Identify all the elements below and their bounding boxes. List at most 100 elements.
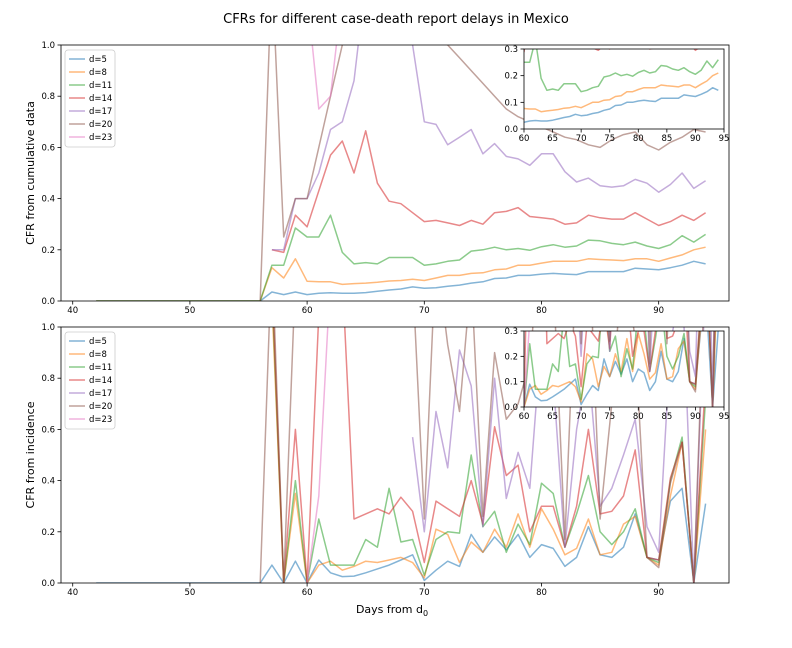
panel1-main-xtick-label: 90 (653, 588, 664, 598)
panel1-inset-series-d11 (524, 331, 716, 407)
panel0-inset-xtick-label: 75 (604, 134, 615, 144)
panel1-inset-series-d5 (524, 331, 719, 407)
panel0-inset-lines (524, 49, 719, 124)
panel0-inset-ytick-label: 0.0 (504, 125, 518, 135)
panel0-main-ytick-label: 1.0 (41, 41, 55, 51)
panel0-inset-ytick-label: 0.2 (504, 72, 518, 82)
panel0-legend-label: d=14 (89, 94, 112, 104)
panel0-inset-xtick-label: 70 (576, 134, 587, 144)
panel1-inset-series-d17 (578, 331, 715, 407)
panel0-inset-ytick-label: 0.3 (504, 45, 518, 55)
panel1-legend (64, 331, 116, 430)
panel1-legend-label: d=11 (89, 363, 112, 373)
panel0-main-series-d14 (271, 130, 707, 254)
panel1-inset-xtick-label: 90 (690, 412, 701, 422)
panel1-main-ytick-label: 0.0 (41, 579, 55, 589)
panel0-main-xtick-label: 60 (302, 306, 313, 316)
panel0-main-ytick-label: 0.6 (41, 143, 55, 153)
panel0-main-series-d11 (96, 214, 707, 301)
panel0-main-ytick-label: 0.4 (41, 195, 55, 205)
panel1-inset-ytick-label: 0.0 (504, 403, 518, 413)
panel1-inset-xtick-label: 75 (604, 412, 615, 422)
panel0-legend-label: d=20 (89, 120, 112, 130)
panel1-inset-ytick-label: 0.1 (504, 378, 518, 388)
panel0-inset-xtick-label: 65 (547, 134, 558, 144)
panel1-main-xtick-label: 80 (536, 588, 547, 598)
panel0-main-frame (60, 44, 730, 302)
panel0-main-xtick-label: 90 (653, 306, 664, 316)
panel0-inset-xtick-label: 60 (519, 134, 530, 144)
panel0-inset-xtick-label: 80 (633, 134, 644, 144)
panel1-inset-xtick-label: 80 (633, 412, 644, 422)
panel1-legend-label: d=23 (89, 415, 112, 425)
panel0-main-series-d5 (96, 260, 706, 301)
panel1-main-lines (96, 327, 707, 583)
panel1-main-series-d11 (272, 327, 707, 583)
panel1-main-series-d14 (273, 327, 707, 583)
panel0-ylabel: CFR from cumulative data (24, 101, 37, 245)
panel1-main-ytick-label: 0.6 (41, 425, 55, 435)
panel1-legend-label: d=8 (89, 350, 107, 360)
panel0-main-ytick-label: 0.2 (41, 246, 55, 256)
panel0-legend-label: d=23 (89, 133, 112, 143)
panel0-inset-xtick-label: 85 (661, 134, 672, 144)
panel0-main-lines (96, 45, 707, 301)
panel1-inset-xtick-label: 85 (661, 412, 672, 422)
panel1-main-ytick-label: 0.8 (41, 374, 55, 384)
panel1-legend-label: d=5 (89, 337, 107, 347)
figure-title: CFRs for different case-death report del… (223, 12, 569, 27)
panel1-main-xtick-label: 50 (184, 588, 195, 598)
panel1-inset-ytick-label: 0.3 (504, 327, 518, 337)
panel1-main-series-d5 (96, 487, 707, 583)
panel1-legend-label: d=14 (89, 376, 112, 386)
panel0-inset-xtick-label: 95 (719, 134, 730, 144)
panel1-legend-label: d=20 (89, 402, 112, 412)
panel0-inset-background (524, 49, 724, 129)
panel0-legend-label: d=5 (89, 55, 107, 65)
x-axis-label-text: Days from d (356, 603, 423, 616)
panel0-inset-xtick-label: 90 (690, 134, 701, 144)
panel1-inset-ytick-label: 0.2 (504, 352, 518, 362)
x-axis-label-subscript: 0 (423, 609, 428, 618)
panel1-main-ytick-label: 0.2 (41, 528, 55, 538)
panel0-main-series-d8 (96, 246, 706, 301)
panel0-main-series-d17 (271, 45, 707, 251)
x-axis-label: Days from d0 (356, 603, 428, 618)
panel1-inset-lines (524, 331, 719, 407)
panel0-main-xtick-label: 70 (419, 306, 430, 316)
panel0-legend-label: d=11 (89, 81, 112, 91)
panel1-main-series-d8 (272, 327, 707, 583)
incidence-panel: 40 50 60 70 80 90 0.0 0.2 0.4 0.6 0.8 1.0 CFR from i… (24, 323, 730, 598)
panel0-legend-label: d=8 (89, 68, 107, 78)
panel1-inset-series-d20 (580, 331, 715, 407)
panel0-inset-ytick-label: 0.1 (504, 98, 518, 108)
panel1-main-xtick-label: 70 (419, 588, 430, 598)
panel0-main-xtick-label: 50 (184, 306, 195, 316)
panel1-main-ytick-label: 0.4 (41, 477, 55, 487)
panel0-inset-frame (523, 48, 725, 130)
panel1-legend-label: d=17 (89, 389, 112, 399)
panel1-main-series-d20 (259, 327, 704, 583)
panel1-main-xtick-label: 60 (302, 588, 313, 598)
panel0-inset-series-d5 (524, 86, 719, 124)
panel1-ylabel: CFR from incidence (24, 401, 37, 508)
panel1-main-xtick-label: 40 (67, 588, 78, 598)
panel1-main-ytick-label: 1.0 (41, 323, 55, 333)
panel0-main-ytick-label: 0.8 (41, 92, 55, 102)
panel1-main-series-d17 (411, 327, 705, 583)
panel0-legend (64, 49, 116, 148)
panel1-main-frame (60, 326, 730, 584)
panel1-inset-xtick-label: 65 (547, 412, 558, 422)
panel0-main-series-d20 (259, 45, 706, 301)
panel1-inset-series-d8 (524, 331, 717, 407)
panel0-main-xtick-label: 80 (536, 306, 547, 316)
cumulative-panel: 40 50 60 70 80 90 0.0 0.2 0.4 0.6 0.8 1.0 CFR from c… (24, 41, 730, 316)
panel0-inset-series-d11 (524, 49, 719, 93)
panel1-inset-xtick-label: 70 (576, 412, 587, 422)
panel1-inset-xtick-label: 60 (519, 412, 530, 422)
panel1-inset-xtick-label: 95 (719, 412, 730, 422)
panel0-inset-series-d8 (524, 72, 719, 113)
panel1-inset-frame (523, 330, 725, 408)
panel0-main-xtick-label: 40 (67, 306, 78, 316)
